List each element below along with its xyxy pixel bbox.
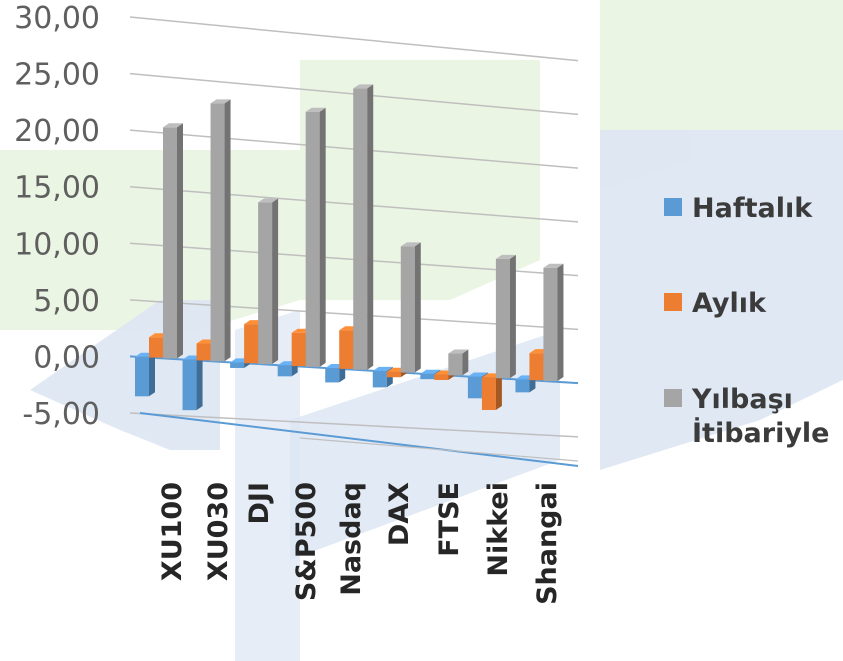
bar-yılbaşı-i̇tibariyle (543, 263, 564, 382)
x-category-label: Nasdaq (336, 482, 367, 596)
x-category-label: FTSE (434, 482, 465, 557)
bar-yılbaşı-i̇tibariyle (495, 254, 516, 379)
legend-label: Yılbaşı İtibariyle (691, 384, 830, 449)
gridline (129, 412, 579, 438)
gridline (129, 16, 579, 62)
gridline (129, 355, 579, 385)
y-tick-label: 30,00 (14, 1, 100, 36)
bar-haftalık (135, 352, 155, 397)
bar-yılbaşı-i̇tibariyle (400, 242, 421, 373)
y-tick-label: 5,00 (33, 284, 100, 319)
x-category-label: XU100 (157, 482, 188, 581)
bars (135, 84, 564, 411)
watermark-blue-column (235, 310, 300, 661)
bar-yılbaşı-i̇tibariyle (258, 198, 279, 365)
y-tick-label: 0,00 (33, 340, 100, 375)
legend-swatch (664, 293, 682, 311)
x-category-label: DJI (244, 482, 275, 525)
bar-aylık (481, 373, 502, 410)
legend-swatch (664, 198, 682, 216)
x-category-label: XU030 (203, 482, 234, 581)
bar-yılbaşı-i̇tibariyle (305, 107, 326, 367)
legend-label: Haftalık (692, 193, 813, 224)
x-category-label: DAX (384, 482, 415, 546)
bar-yılbaşı-i̇tibariyle (353, 84, 374, 370)
y-tick-label: -5,00 (22, 397, 100, 432)
y-tick-label: 10,00 (14, 227, 100, 262)
watermark-blue-arrow-right (600, 130, 843, 470)
y-tick-label: 25,00 (14, 58, 100, 93)
y-axis-ticks: 30,00 25,00 20,00 15,00 10,00 5,00 0,00 -5,00 (14, 1, 100, 432)
bar-yılbaşı-i̇tibariyle (210, 99, 231, 362)
y-tick-label: 15,00 (14, 171, 100, 206)
y-tick-label: 20,00 (14, 114, 100, 149)
bar-haftalık (182, 355, 203, 411)
legend-swatch (664, 389, 682, 407)
x-category-label: Nikkei (483, 482, 514, 577)
legend: Haftalık Aylık Yılbaşı İtibariyle (664, 193, 830, 449)
x-axis-labels: XU100 XU030 DJI S&P500 Nasdaq DAX FTSE Nikkei Sh… (157, 482, 563, 605)
floor-edge (139, 412, 579, 467)
bar-yılbaşı-i̇tibariyle (448, 349, 469, 376)
legend-label: Aylık (692, 288, 767, 319)
floor-edge-back (299, 437, 579, 462)
bar-yılbaşı-i̇tibariyle (163, 123, 183, 359)
x-category-label: Shangai (532, 482, 563, 605)
x-category-label: S&P500 (291, 482, 322, 601)
